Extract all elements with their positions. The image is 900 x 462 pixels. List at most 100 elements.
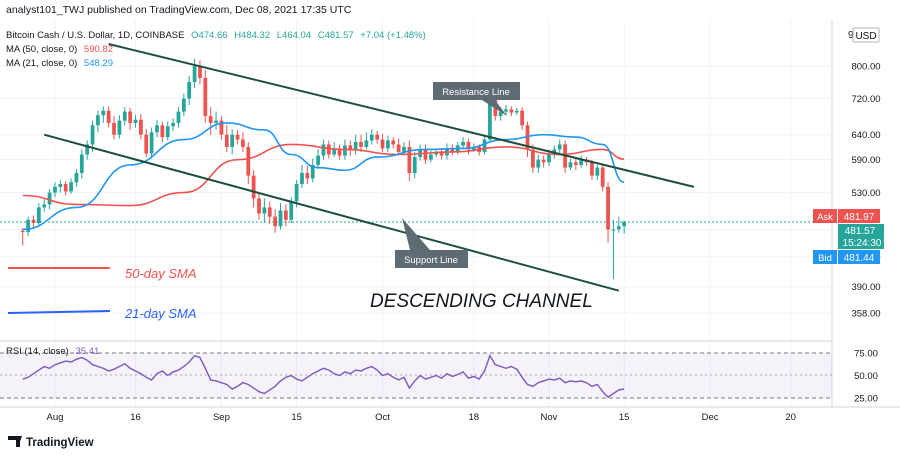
candle-body	[101, 110, 106, 116]
time-tick-label: Dec	[702, 412, 719, 423]
candle-body	[117, 120, 122, 135]
ohlc-low: L464.04	[277, 30, 311, 41]
time-axis-labels: Aug 16 Sep 15 Oct 18 Nov 15 Dec 20	[47, 412, 796, 423]
ma21-line	[22, 122, 625, 231]
time-tick-label: 15	[291, 412, 302, 423]
candle-body	[171, 122, 175, 127]
candle-body	[203, 77, 208, 117]
candle-body	[122, 111, 127, 121]
candle-body	[208, 116, 213, 123]
candle-body	[520, 110, 525, 126]
time-tick-label: 16	[130, 412, 141, 423]
price-tick-label: 590.00	[851, 155, 880, 166]
candle-body	[369, 134, 374, 141]
candle-body	[300, 172, 304, 185]
candle-body	[58, 184, 63, 187]
price-tick-label: 358.00	[851, 309, 880, 320]
price-axis-labels: 800.00720.00640.00590.00530.00470.00430.…	[851, 62, 880, 320]
rsi-tick-label: 25.00	[854, 394, 878, 405]
candle-body	[568, 162, 573, 168]
candle-body	[595, 167, 600, 176]
last-price-value: 481.57	[845, 226, 876, 237]
price-tick-label: 390.00	[851, 282, 880, 293]
publish-header: analyst101_TWJ published on TradingView.…	[6, 4, 352, 16]
candle-body	[69, 182, 73, 192]
candle-body	[359, 141, 363, 147]
candle-body	[536, 159, 541, 168]
candle-body	[85, 144, 90, 155]
candle-body	[471, 146, 476, 150]
candle-body	[396, 144, 401, 152]
ask-badge: Ask 481.97	[813, 209, 880, 223]
candle-body	[525, 125, 530, 150]
time-tick-label: Sep	[213, 412, 230, 423]
ohlc-close: C481.57	[318, 30, 354, 41]
candle-body	[181, 98, 186, 112]
candle-body	[348, 145, 353, 151]
sma21-legend-line	[7, 310, 111, 314]
candle-body	[230, 134, 235, 147]
candle-body	[198, 66, 202, 78]
bid-badge: Bid 481.44	[813, 250, 880, 264]
ma50-legend-value: 590.82	[84, 44, 113, 55]
ohlc-open: O474.66	[191, 30, 227, 41]
candle-body	[391, 140, 396, 145]
candle-body	[149, 132, 154, 154]
candle-body	[316, 155, 320, 165]
descending-channel-label: DESCENDING CHANNEL	[370, 291, 593, 312]
candle-body	[321, 144, 326, 156]
svg-text:MA (21, close, 0) 548.29: MA (21, close, 0) 548.29	[6, 58, 113, 69]
candle-body	[423, 149, 428, 160]
candle-body	[504, 109, 508, 112]
sma50-legend-text: 50-day SMA	[125, 266, 197, 281]
rsi-tick-label: 75.00	[854, 349, 878, 360]
resistance-callout: Resistance Line	[433, 82, 520, 116]
candle-body	[96, 115, 100, 126]
candle-body	[289, 201, 294, 220]
rsi-legend: RSI (14, close) 35.41	[6, 346, 99, 357]
ma21-legend-label: MA (21, close, 0)	[6, 58, 77, 69]
candle-body	[267, 207, 272, 217]
candle-countdown: 15:24:30	[843, 238, 882, 249]
tradingview-logo: TradingView	[8, 436, 94, 449]
candle-body	[176, 111, 181, 123]
candle-body	[402, 146, 406, 152]
candle-body	[36, 207, 41, 223]
candle-body	[224, 134, 229, 147]
candle-body	[488, 94, 492, 140]
candle-body	[337, 148, 342, 156]
candle-body	[187, 81, 192, 99]
candle-body	[557, 144, 562, 150]
candlestick-series	[20, 58, 627, 279]
currency-prefix: 9	[848, 30, 854, 41]
candle-body	[412, 157, 417, 173]
candle-body	[26, 219, 30, 233]
symbol-legend: Bitcoin Cash / U.S. Dollar, 1D, COINBASE…	[6, 30, 426, 69]
tradingview-logo-icon	[8, 436, 22, 447]
symbol-name: Bitcoin Cash / U.S. Dollar, 1D, COINBASE	[6, 30, 184, 41]
candle-body	[214, 120, 218, 123]
candle-body	[509, 109, 514, 113]
candle-body	[622, 221, 627, 227]
currency-selector[interactable]: 9 USD	[848, 27, 880, 43]
candle-body	[192, 66, 197, 82]
candle-body	[514, 110, 519, 113]
candle-body	[461, 141, 465, 146]
candle-body	[112, 122, 116, 135]
candle-body	[246, 146, 251, 176]
candle-body	[579, 159, 584, 165]
candle-body	[305, 172, 310, 179]
resistance-callout-text: Resistance Line	[442, 87, 510, 98]
candle-body	[541, 159, 546, 163]
time-tick-label: 18	[469, 412, 480, 423]
candle-body	[79, 154, 84, 173]
candle-body	[20, 230, 25, 233]
candle-body	[375, 134, 380, 140]
price-tick-label: 530.00	[851, 188, 880, 199]
currency-label: USD	[855, 31, 876, 42]
candle-body	[294, 184, 299, 202]
candle-body	[332, 148, 337, 155]
ma21-legend-value: 548.29	[84, 58, 113, 69]
support-callout-text: Support Line	[404, 255, 458, 266]
